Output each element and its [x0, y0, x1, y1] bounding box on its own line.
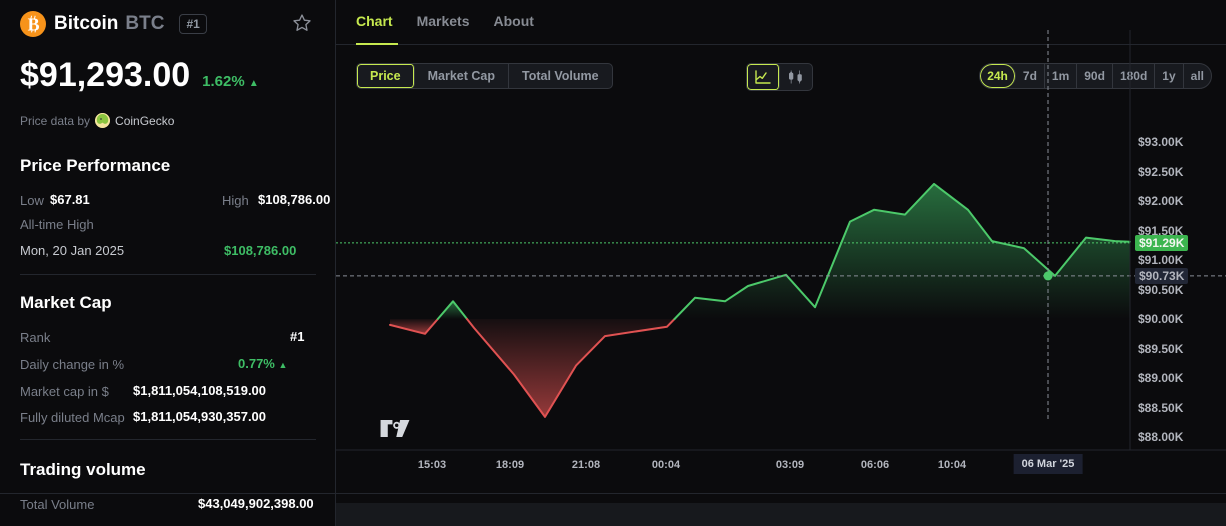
- svg-text:B: B: [28, 15, 40, 35]
